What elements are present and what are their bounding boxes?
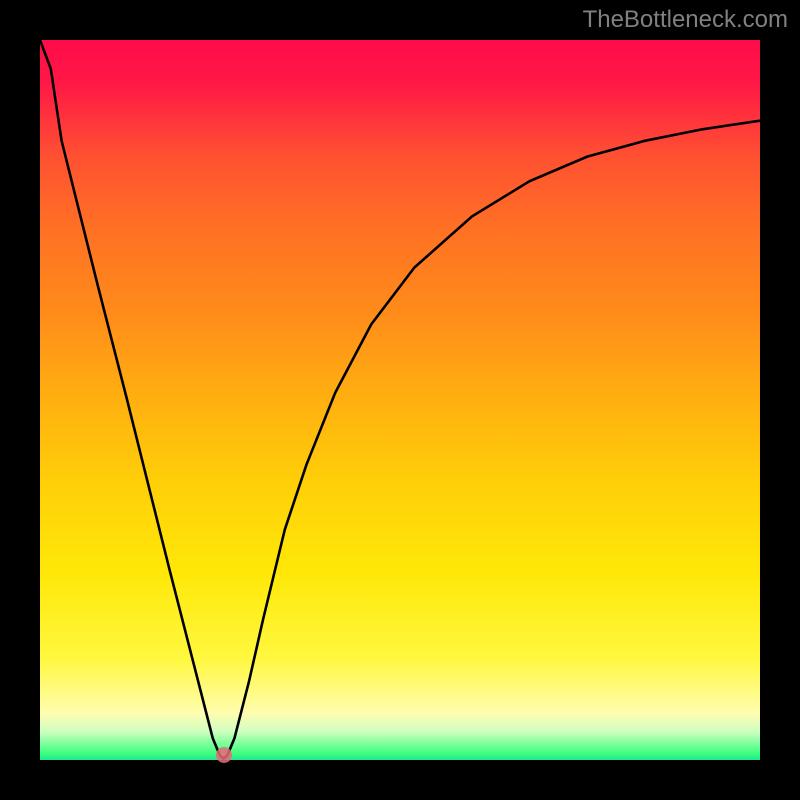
optimal-point-marker xyxy=(216,747,232,763)
watermark-text: TheBottleneck.com xyxy=(583,6,788,34)
bottleneck-curve xyxy=(40,40,760,759)
plot-curve-svg xyxy=(40,40,760,760)
bottleneck-plot xyxy=(40,40,760,760)
